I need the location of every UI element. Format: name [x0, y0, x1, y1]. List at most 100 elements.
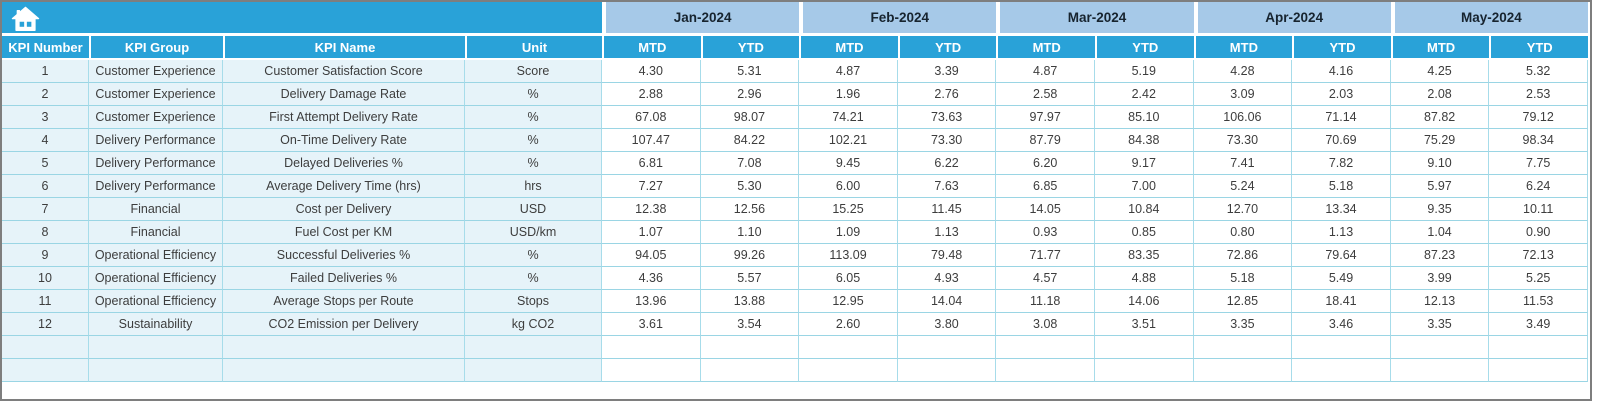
kpi-value-cell[interactable]: 71.77: [996, 244, 1095, 267]
kpi-number-cell[interactable]: 5: [2, 152, 89, 175]
kpi-value-cell[interactable]: 2.08: [1390, 83, 1490, 106]
kpi-number-cell[interactable]: 8: [2, 221, 89, 244]
kpi-value-cell[interactable]: 6.00: [799, 175, 898, 198]
kpi-unit-cell[interactable]: Score: [465, 60, 602, 83]
kpi-value-cell[interactable]: 1.09: [799, 221, 898, 244]
kpi-value-cell[interactable]: 12.95: [799, 290, 898, 313]
kpi-value-cell[interactable]: 9.17: [1094, 152, 1194, 175]
empty-cell[interactable]: [700, 359, 800, 382]
kpi-name-cell[interactable]: Delivery Damage Rate: [223, 83, 465, 106]
empty-cell[interactable]: [602, 359, 701, 382]
kpi-value-cell[interactable]: 7.75: [1489, 152, 1588, 175]
kpi-group-cell[interactable]: Customer Experience: [89, 60, 223, 83]
kpi-group-cell[interactable]: Operational Efficiency: [89, 244, 223, 267]
kpi-value-cell[interactable]: 79.12: [1489, 106, 1588, 129]
kpi-value-cell[interactable]: 73.30: [1193, 129, 1293, 152]
kpi-name-cell[interactable]: Average Stops per Route: [223, 290, 465, 313]
kpi-value-cell[interactable]: 72.13: [1489, 244, 1588, 267]
kpi-group-cell[interactable]: Operational Efficiency: [89, 290, 223, 313]
kpi-group-cell[interactable]: Delivery Performance: [89, 175, 223, 198]
kpi-value-cell[interactable]: 10.84: [1094, 198, 1194, 221]
kpi-value-cell[interactable]: 4.28: [1193, 60, 1293, 83]
kpi-unit-cell[interactable]: Stops: [465, 290, 602, 313]
kpi-value-cell[interactable]: 3.51: [1094, 313, 1194, 336]
kpi-name-cell[interactable]: First Attempt Delivery Rate: [223, 106, 465, 129]
kpi-value-cell[interactable]: 13.34: [1292, 198, 1391, 221]
kpi-group-cell[interactable]: Financial: [89, 198, 223, 221]
kpi-number-cell[interactable]: 9: [2, 244, 89, 267]
kpi-value-cell[interactable]: 84.22: [700, 129, 800, 152]
empty-cell[interactable]: [1390, 359, 1490, 382]
kpi-value-cell[interactable]: 5.24: [1193, 175, 1293, 198]
kpi-value-cell[interactable]: 7.82: [1292, 152, 1391, 175]
kpi-value-cell[interactable]: 79.64: [1292, 244, 1391, 267]
kpi-name-cell[interactable]: Fuel Cost per KM: [223, 221, 465, 244]
kpi-value-cell[interactable]: 15.25: [799, 198, 898, 221]
kpi-value-cell[interactable]: 12.85: [1193, 290, 1293, 313]
empty-cell[interactable]: [1489, 359, 1588, 382]
kpi-value-cell[interactable]: 1.07: [602, 221, 701, 244]
empty-cell[interactable]: [89, 359, 223, 382]
kpi-value-cell[interactable]: 5.30: [700, 175, 800, 198]
kpi-value-cell[interactable]: 1.13: [1292, 221, 1391, 244]
kpi-value-cell[interactable]: 67.08: [602, 106, 701, 129]
kpi-value-cell[interactable]: 83.35: [1094, 244, 1194, 267]
kpi-value-cell[interactable]: 6.20: [996, 152, 1095, 175]
kpi-value-cell[interactable]: 11.45: [897, 198, 997, 221]
kpi-group-cell[interactable]: Customer Experience: [89, 106, 223, 129]
kpi-value-cell[interactable]: 75.29: [1390, 129, 1490, 152]
kpi-value-cell[interactable]: 12.56: [700, 198, 800, 221]
empty-cell[interactable]: [1193, 359, 1293, 382]
kpi-value-cell[interactable]: 79.48: [897, 244, 997, 267]
kpi-value-cell[interactable]: 3.35: [1390, 313, 1490, 336]
kpi-unit-cell[interactable]: %: [465, 152, 602, 175]
kpi-value-cell[interactable]: 1.96: [799, 83, 898, 106]
kpi-name-cell[interactable]: Successful Deliveries %: [223, 244, 465, 267]
kpi-name-cell[interactable]: Average Delivery Time (hrs): [223, 175, 465, 198]
kpi-value-cell[interactable]: 7.63: [897, 175, 997, 198]
empty-cell[interactable]: [223, 336, 465, 359]
kpi-value-cell[interactable]: 7.41: [1193, 152, 1293, 175]
kpi-value-cell[interactable]: 7.00: [1094, 175, 1194, 198]
kpi-value-cell[interactable]: 4.87: [996, 60, 1095, 83]
kpi-value-cell[interactable]: 13.96: [602, 290, 701, 313]
kpi-value-cell[interactable]: 102.21: [799, 129, 898, 152]
kpi-value-cell[interactable]: 74.21: [799, 106, 898, 129]
kpi-value-cell[interactable]: 71.14: [1292, 106, 1391, 129]
kpi-value-cell[interactable]: 5.97: [1390, 175, 1490, 198]
kpi-unit-cell[interactable]: %: [465, 83, 602, 106]
kpi-value-cell[interactable]: 2.58: [996, 83, 1095, 106]
kpi-value-cell[interactable]: 10.11: [1489, 198, 1588, 221]
kpi-number-cell[interactable]: 6: [2, 175, 89, 198]
kpi-value-cell[interactable]: 6.05: [799, 267, 898, 290]
kpi-value-cell[interactable]: 87.82: [1390, 106, 1490, 129]
kpi-unit-cell[interactable]: kg CO2: [465, 313, 602, 336]
kpi-number-cell[interactable]: 1: [2, 60, 89, 83]
kpi-value-cell[interactable]: 18.41: [1292, 290, 1391, 313]
kpi-value-cell[interactable]: 5.18: [1193, 267, 1293, 290]
kpi-group-cell[interactable]: Sustainability: [89, 313, 223, 336]
kpi-name-cell[interactable]: Failed Deliveries %: [223, 267, 465, 290]
kpi-number-cell[interactable]: 12: [2, 313, 89, 336]
kpi-number-cell[interactable]: 4: [2, 129, 89, 152]
kpi-value-cell[interactable]: 2.53: [1489, 83, 1588, 106]
kpi-unit-cell[interactable]: USD/km: [465, 221, 602, 244]
kpi-value-cell[interactable]: 4.93: [897, 267, 997, 290]
kpi-value-cell[interactable]: 2.88: [602, 83, 701, 106]
kpi-number-cell[interactable]: 3: [2, 106, 89, 129]
kpi-name-cell[interactable]: Delayed Deliveries %: [223, 152, 465, 175]
kpi-value-cell[interactable]: 3.99: [1390, 267, 1490, 290]
kpi-value-cell[interactable]: 14.04: [897, 290, 997, 313]
kpi-value-cell[interactable]: 3.35: [1193, 313, 1293, 336]
kpi-value-cell[interactable]: 5.25: [1489, 267, 1588, 290]
empty-cell[interactable]: [799, 359, 898, 382]
empty-cell[interactable]: [1094, 336, 1194, 359]
kpi-unit-cell[interactable]: %: [465, 106, 602, 129]
kpi-unit-cell[interactable]: %: [465, 267, 602, 290]
kpi-unit-cell[interactable]: hrs: [465, 175, 602, 198]
kpi-value-cell[interactable]: 12.38: [602, 198, 701, 221]
kpi-group-cell[interactable]: Customer Experience: [89, 83, 223, 106]
kpi-value-cell[interactable]: 5.32: [1489, 60, 1588, 83]
kpi-value-cell[interactable]: 4.88: [1094, 267, 1194, 290]
kpi-value-cell[interactable]: 6.24: [1489, 175, 1588, 198]
